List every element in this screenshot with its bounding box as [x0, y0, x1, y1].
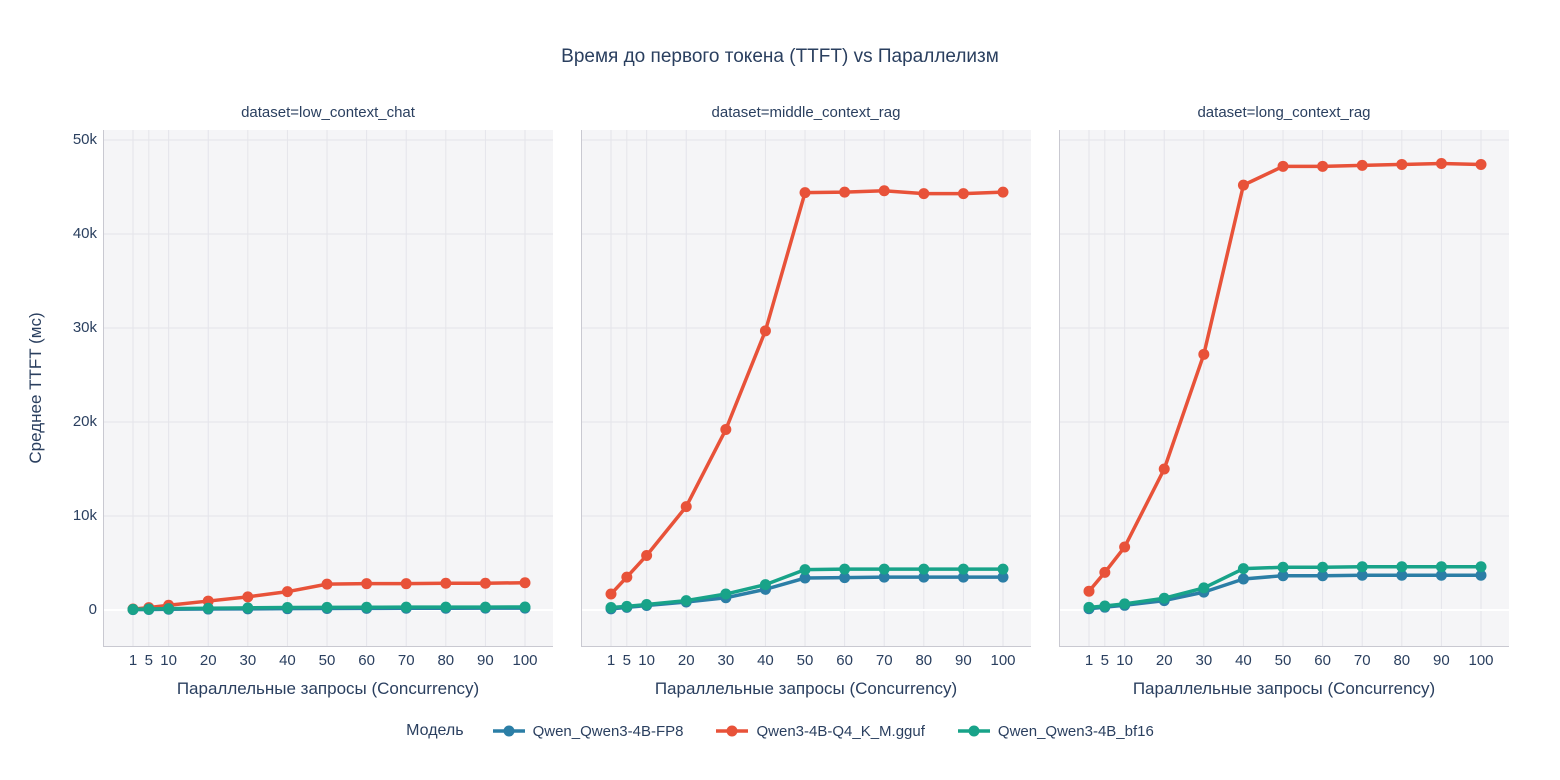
x-tick-label: 100: [990, 652, 1016, 669]
legend-items: Qwen_Qwen3-4B-FP8 Qwen3-4B-Q4_K_M.gguf Qwe…: [492, 723, 1154, 740]
x-tick-label: 20: [677, 652, 695, 669]
x-tick-label: 20: [199, 652, 217, 669]
chart-title: Время до первого токена (TTFT) vs Паралл…: [561, 46, 999, 67]
facet-title-dataset-low-context-chat: dataset=low_context_chat: [241, 104, 415, 121]
x-tick-label: 5: [144, 652, 153, 669]
x-axis-title: Параллельные запросы (Concurrency): [176, 679, 480, 698]
facet-title-dataset-long-context-rag: dataset=long_context_rag: [1197, 104, 1371, 121]
legend-marker-icon: [492, 725, 525, 737]
x-tick-label: 40: [1235, 652, 1252, 669]
legend-item-Qwen3-4B-Q4_K_M.gguf[interactable]: Qwen3-4B-Q4_K_M.gguf: [715, 722, 925, 740]
x-tick-label: 10: [1116, 652, 1133, 669]
x-tick-label: 80: [1393, 652, 1411, 669]
x-tick-label: 20: [1155, 652, 1173, 669]
x-tick-label: 50: [1274, 652, 1292, 669]
x-tick-label: 80: [437, 652, 455, 669]
legend-item-label: Qwen3-4B-Q4_K_M.gguf: [756, 722, 925, 740]
x-tick-label: 50: [318, 652, 336, 669]
facet-title-dataset-middle-context-rag: dataset=middle_context_rag: [711, 104, 901, 121]
facet-plot-dataset-middle-context-rag[interactable]: [581, 130, 1031, 647]
y-tick-label: 40k: [72, 225, 97, 242]
legend-item-Qwen_Qwen3-4B-FP8[interactable]: Qwen_Qwen3-4B-FP8: [492, 722, 684, 740]
x-tick-label: 60: [836, 652, 853, 669]
x-tick-label: 60: [1314, 652, 1331, 669]
x-tick-label: 5: [1100, 652, 1109, 669]
legend-marker-icon: [716, 725, 749, 737]
x-tick-label: 10: [638, 652, 655, 669]
x-axis-title: Параллельные запросы (Concurrency): [654, 679, 958, 698]
legend-item-label: Qwen_Qwen3-4B-FP8: [532, 722, 684, 740]
series-Qwen3-4B-Q4_K_M.gguf: [605, 185, 1009, 600]
series-Qwen_Qwen3-4B_bf16: [605, 563, 1009, 614]
series-Qwen3-4B-Q4_K_M.gguf: [1083, 158, 1487, 597]
x-tick-label: 80: [915, 652, 933, 669]
legend-item-Qwen_Qwen3-4B_bf16[interactable]: Qwen_Qwen3-4B_bf16: [957, 723, 1154, 740]
series-Qwen_Qwen3-4B_bf16: [127, 601, 531, 615]
x-tick-label: 10: [160, 652, 177, 669]
x-tick-label: 60: [358, 652, 375, 669]
y-tick-label: 0: [88, 601, 97, 618]
x-tick-label: 70: [1353, 652, 1371, 669]
x-tick-label: 30: [1195, 652, 1213, 669]
facet-plot-dataset-long-context-rag[interactable]: [1059, 130, 1509, 647]
x-tick-label: 90: [477, 652, 494, 669]
legend-marker-icon: [957, 725, 990, 737]
x-tick-label: 90: [955, 652, 972, 669]
x-tick-label: 70: [397, 652, 415, 669]
x-tick-label: 90: [1433, 652, 1450, 669]
y-tick-label: 20k: [72, 413, 97, 430]
x-tick-label: 30: [239, 652, 257, 669]
y-tick-label: 50k: [72, 131, 97, 148]
x-tick-label: 100: [512, 652, 538, 669]
x-axis-title: Параллельные запросы (Concurrency): [1132, 679, 1436, 698]
x-tick-label: 5: [622, 652, 631, 669]
legend: Модель Qwen_Qwen3-4B-FP8 Qwen3-4B-Q4_K_M.…: [0, 722, 1560, 740]
x-tick-label: 1: [606, 652, 616, 669]
legend-item-label: Qwen_Qwen3-4B_bf16: [997, 722, 1154, 740]
y-tick-label: 10k: [72, 507, 97, 524]
x-tick-label: 1: [128, 652, 138, 669]
x-tick-label: 1: [1084, 652, 1094, 669]
x-tick-label: 30: [717, 652, 735, 669]
facet-plot-dataset-low-context-chat[interactable]: [103, 130, 553, 647]
x-tick-label: 50: [796, 652, 814, 669]
series-Qwen_Qwen3-4B_bf16: [1083, 561, 1487, 613]
x-tick-label: 70: [875, 652, 893, 669]
x-tick-label: 100: [1468, 652, 1494, 669]
y-tick-label: 30k: [72, 319, 97, 336]
x-tick-label: 40: [757, 652, 774, 669]
x-tick-label: 40: [279, 652, 296, 669]
legend-title: Модель: [406, 722, 464, 739]
